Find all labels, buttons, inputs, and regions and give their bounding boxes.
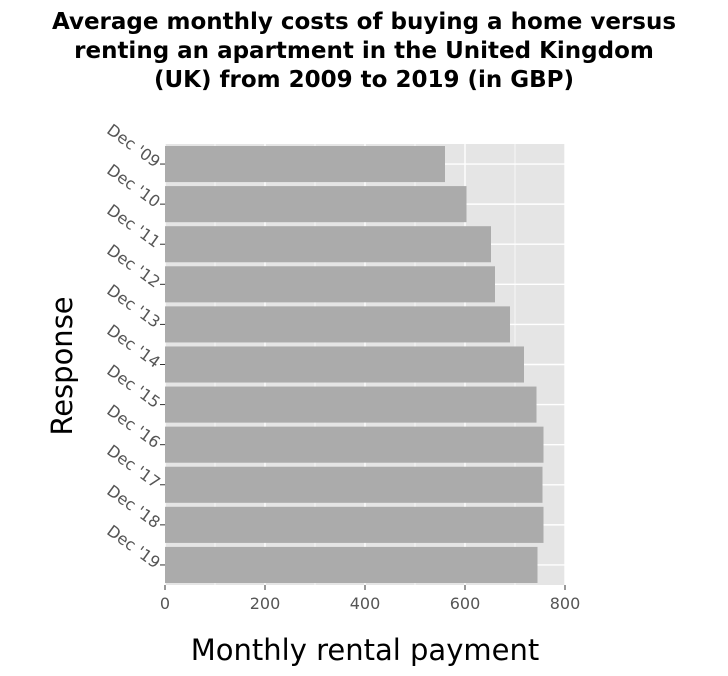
- bar-5: [165, 346, 524, 383]
- bar-9: [165, 506, 544, 543]
- chart-title-line-1: Average monthly costs of buying a home v…: [51, 9, 677, 35]
- bar-6: [165, 386, 537, 423]
- bar-0: [165, 146, 445, 183]
- bar-7: [165, 426, 544, 463]
- x-tick-label: 600: [450, 594, 481, 613]
- bar-8: [165, 466, 543, 503]
- x-tick-label: 800: [550, 594, 581, 613]
- x-tick-label: 0: [160, 594, 170, 613]
- bar-1: [165, 186, 467, 223]
- bar-4: [165, 306, 510, 343]
- chart-title-line-2: renting an apartment in the United Kingd…: [74, 38, 654, 64]
- bars: [165, 146, 544, 583]
- chart-title: Average monthly costs of buying a home v…: [0, 8, 728, 95]
- bar-10: [165, 546, 538, 583]
- x-tick-label: 200: [250, 594, 281, 613]
- bar-3: [165, 266, 495, 303]
- x-axis-label: Monthly rental payment: [191, 633, 539, 667]
- y-axis-label: Response: [45, 296, 79, 435]
- x-tick-label: 400: [350, 594, 381, 613]
- bar-2: [165, 226, 491, 263]
- chart-title-line-3: (UK) from 2009 to 2019 (in GBP): [153, 67, 575, 93]
